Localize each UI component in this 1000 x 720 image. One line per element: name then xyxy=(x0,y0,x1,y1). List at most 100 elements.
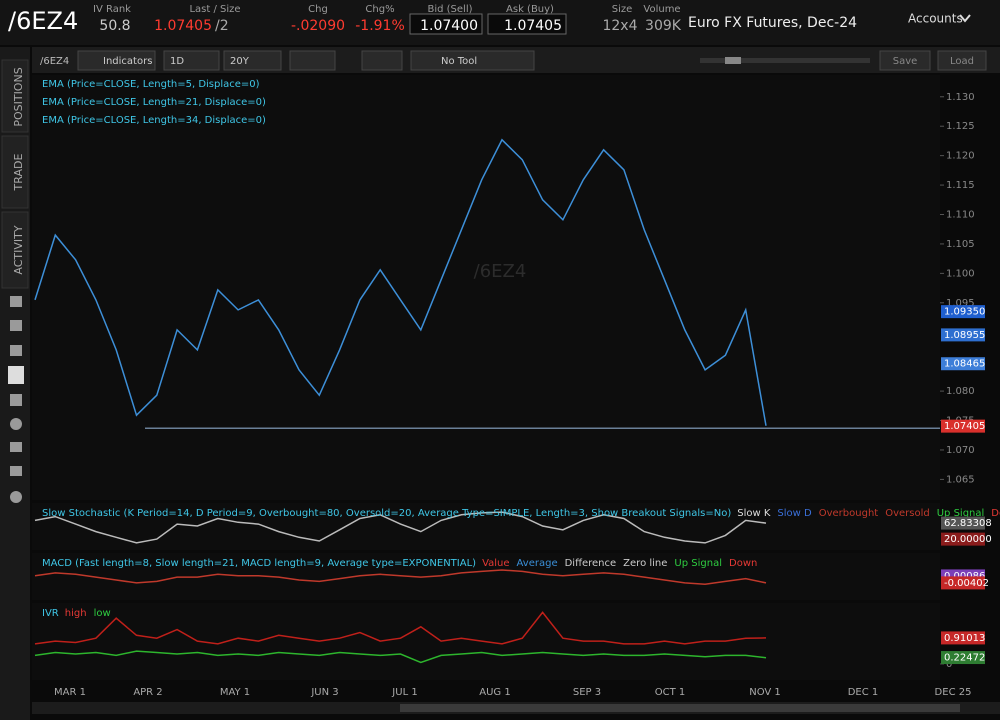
field-label: Volume xyxy=(643,4,680,15)
price-label: 62.83308 xyxy=(944,518,992,529)
range-select[interactable] xyxy=(223,50,282,71)
save-button[interactable] xyxy=(879,50,931,71)
x-axis-label: DEC 1 xyxy=(848,687,879,698)
field-value: 1.07405 xyxy=(154,18,212,34)
legend-item: Up Signal xyxy=(937,508,985,519)
field-label: Chg xyxy=(308,4,328,15)
tab-bg[interactable] xyxy=(1,211,29,289)
study-legend: EMA (Price=CLOSE, Length=34, Displace=0) xyxy=(42,115,266,126)
legend-item: Average xyxy=(517,558,558,569)
x-axis-label: SEP 3 xyxy=(573,687,601,698)
price-label-bg xyxy=(941,305,985,319)
aggregation-label[interactable]: 1D xyxy=(170,56,184,67)
legend-item: Slow K xyxy=(737,508,771,519)
icon[interactable] xyxy=(10,394,22,406)
x-axis-label: NOV 1 xyxy=(749,687,781,698)
field-label: Last / Size xyxy=(189,4,240,15)
legend-item: Up Signal xyxy=(674,558,722,569)
load-button[interactable] xyxy=(937,50,987,71)
icon[interactable] xyxy=(10,345,22,356)
legend-item: Slow D xyxy=(777,508,812,519)
price-label-bg xyxy=(941,651,985,665)
field-label: Ask (Buy) xyxy=(506,4,554,15)
bid-box[interactable] xyxy=(409,13,483,35)
field-label: Chg% xyxy=(365,4,394,15)
icon[interactable] xyxy=(10,491,22,503)
watermark: /6EZ4 xyxy=(474,261,527,282)
icon[interactable] xyxy=(10,418,22,430)
zoom-thumb[interactable] xyxy=(725,57,741,64)
sidebar-tab[interactable]: POSITIONS xyxy=(12,67,25,126)
series-line xyxy=(34,511,767,544)
load-label[interactable]: Load xyxy=(950,56,974,67)
price-label: 1.09350 xyxy=(944,307,985,318)
icon[interactable] xyxy=(10,442,22,452)
icon[interactable] xyxy=(10,296,22,307)
draw-button[interactable] xyxy=(361,50,403,71)
price-label: 1.08955 xyxy=(944,330,985,341)
zoom-slider[interactable] xyxy=(700,58,870,63)
price-label-bg xyxy=(941,419,985,433)
indicators-button[interactable] xyxy=(77,50,156,71)
field-label: Bid (Sell) xyxy=(427,4,472,15)
accounts-button[interactable]: Accounts xyxy=(908,12,963,26)
tab-bg[interactable] xyxy=(1,135,29,209)
study-title: MACD (Fast length=8, Slow length=21, MAC… xyxy=(42,558,476,569)
tab-bg[interactable] xyxy=(1,59,29,133)
y-tick-label: 1.080 xyxy=(946,386,975,397)
scroll-thumb[interactable] xyxy=(400,704,960,712)
aggregation-select[interactable] xyxy=(163,50,220,71)
tool-label[interactable]: No Tool xyxy=(441,56,477,67)
price-label: 0.91013 xyxy=(944,633,985,644)
y-tick-label: 1.125 xyxy=(946,121,975,132)
field-value: 309K xyxy=(645,18,682,34)
style-button[interactable] xyxy=(289,50,336,71)
x-axis-label: DEC 25 xyxy=(935,687,972,698)
price-label-bg xyxy=(941,328,985,342)
price-label: 20.00000 xyxy=(944,534,992,545)
field-value: -1.91% xyxy=(355,18,405,34)
price-label-bg xyxy=(941,631,985,645)
price-label-bg xyxy=(941,516,985,530)
field-size: /2 xyxy=(215,18,229,34)
legend-item: Down xyxy=(729,558,757,569)
series-line xyxy=(34,138,767,426)
x-axis-label: AUG 1 xyxy=(479,687,510,698)
price-label: -0.00402 xyxy=(944,578,989,589)
y-tick-label: 1.100 xyxy=(946,268,975,279)
toolbar-symbol: /6EZ4 xyxy=(40,56,69,67)
y-tick-label: 1.110 xyxy=(946,210,975,221)
y-tick-label: 1.070 xyxy=(946,445,975,456)
range-label[interactable]: 20Y xyxy=(230,56,250,67)
field-value: -.02090 xyxy=(291,18,345,34)
field-value: 50.8 xyxy=(99,18,130,34)
y-tick-label: 1.120 xyxy=(946,151,975,162)
icon[interactable] xyxy=(10,320,22,331)
field-label: IV Rank xyxy=(93,4,131,15)
field-value: 12x4 xyxy=(602,18,637,34)
legend-item: Down xyxy=(991,508,1000,519)
x-axis-label: OCT 1 xyxy=(655,687,686,698)
stochastic-panel xyxy=(32,503,940,550)
icon[interactable] xyxy=(8,366,24,384)
description: Euro FX Futures, Dec-24 xyxy=(688,15,857,31)
price-label: 1.07405 xyxy=(944,421,985,432)
icon[interactable] xyxy=(10,466,22,476)
study-title: Slow Stochastic (K Period=14, D Period=9… xyxy=(42,508,731,519)
tool-select[interactable] xyxy=(410,50,535,71)
y-tick-label: 1.065 xyxy=(946,474,975,485)
y-tick-label: 1.105 xyxy=(946,239,975,250)
sidebar-tab[interactable]: ACTIVITY xyxy=(12,225,25,274)
y-tick-label: 1.095 xyxy=(946,298,975,309)
series-line xyxy=(34,650,767,664)
series-line xyxy=(34,611,767,645)
field-label: Size xyxy=(612,4,633,15)
ask-box[interactable] xyxy=(487,13,567,35)
accounts-chevron[interactable] xyxy=(959,14,971,23)
sidebar-tab[interactable]: TRADE xyxy=(12,154,25,192)
price-label: 1.08465 xyxy=(944,359,985,370)
save-label[interactable]: Save xyxy=(893,56,918,67)
field-value: 1.07405 xyxy=(504,18,562,34)
indicators-label[interactable]: Indicators xyxy=(103,56,152,67)
